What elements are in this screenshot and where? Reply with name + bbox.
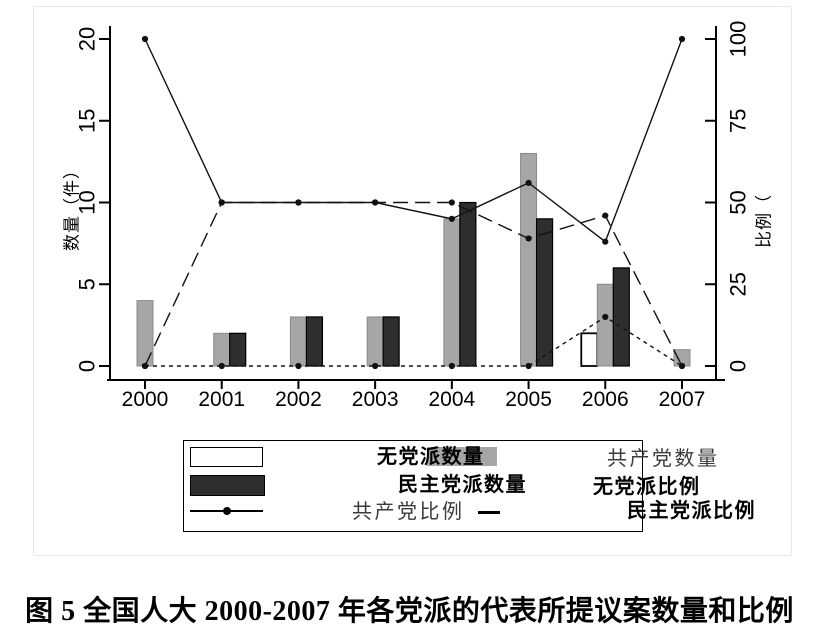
svg-text:2000: 2000: [122, 388, 169, 411]
legend-label-nonpartisan-pct: 无党派比例: [593, 476, 701, 498]
legend-label-democratic-qty: 民主党派数量: [398, 474, 527, 496]
svg-text:2005: 2005: [505, 388, 552, 411]
legend-swatch-long-dash: [478, 511, 500, 514]
legend-swatch-cpc-line: [190, 507, 263, 515]
legend-swatch-nonpartisan-bar: [190, 447, 263, 467]
svg-text:100: 100: [726, 21, 751, 58]
svg-text:75: 75: [726, 109, 751, 133]
legend-swatch-democratic-bar: [190, 475, 265, 496]
legend-label-democratic-pct: 民主党派比例: [627, 500, 756, 522]
svg-text:15: 15: [75, 109, 100, 133]
legend-swatch-cpc-bar: [427, 447, 497, 466]
svg-text:50: 50: [726, 190, 751, 214]
line-marker-dot-icon: [223, 507, 231, 515]
svg-text:2007: 2007: [659, 388, 706, 411]
svg-text:2001: 2001: [198, 388, 245, 411]
legend-label-cpc-pct: 共产党比例: [352, 501, 465, 523]
right-axis-title: 比例（: [754, 194, 774, 248]
svg-text:2003: 2003: [352, 388, 399, 411]
svg-text:5: 5: [75, 278, 100, 290]
figure-frame: [33, 6, 792, 556]
svg-text:0: 0: [726, 360, 751, 372]
legend-frame: [183, 440, 643, 532]
svg-text:2004: 2004: [428, 388, 475, 411]
svg-text:25: 25: [726, 272, 751, 296]
svg-text:20: 20: [75, 27, 100, 51]
legend-label-cpc-qty: 共产党数量: [607, 448, 720, 470]
legend-label-nonpartisan-qty: 无党派数量: [377, 446, 485, 468]
left-axis-title: 数量（件）: [62, 161, 82, 251]
svg-text:2002: 2002: [275, 388, 322, 411]
svg-text:2006: 2006: [582, 388, 629, 411]
chart-plot: 0 5 10 15 20 0 25 50 75 100 2000 2001 2002 2003 2004 20…: [75, 21, 751, 411]
figure-caption: 图 5 全国人大 2000-2007 年各党派的代表所提议案数量和比例: [25, 596, 794, 627]
svg-text:10: 10: [75, 190, 100, 214]
svg-text:0: 0: [75, 360, 100, 372]
